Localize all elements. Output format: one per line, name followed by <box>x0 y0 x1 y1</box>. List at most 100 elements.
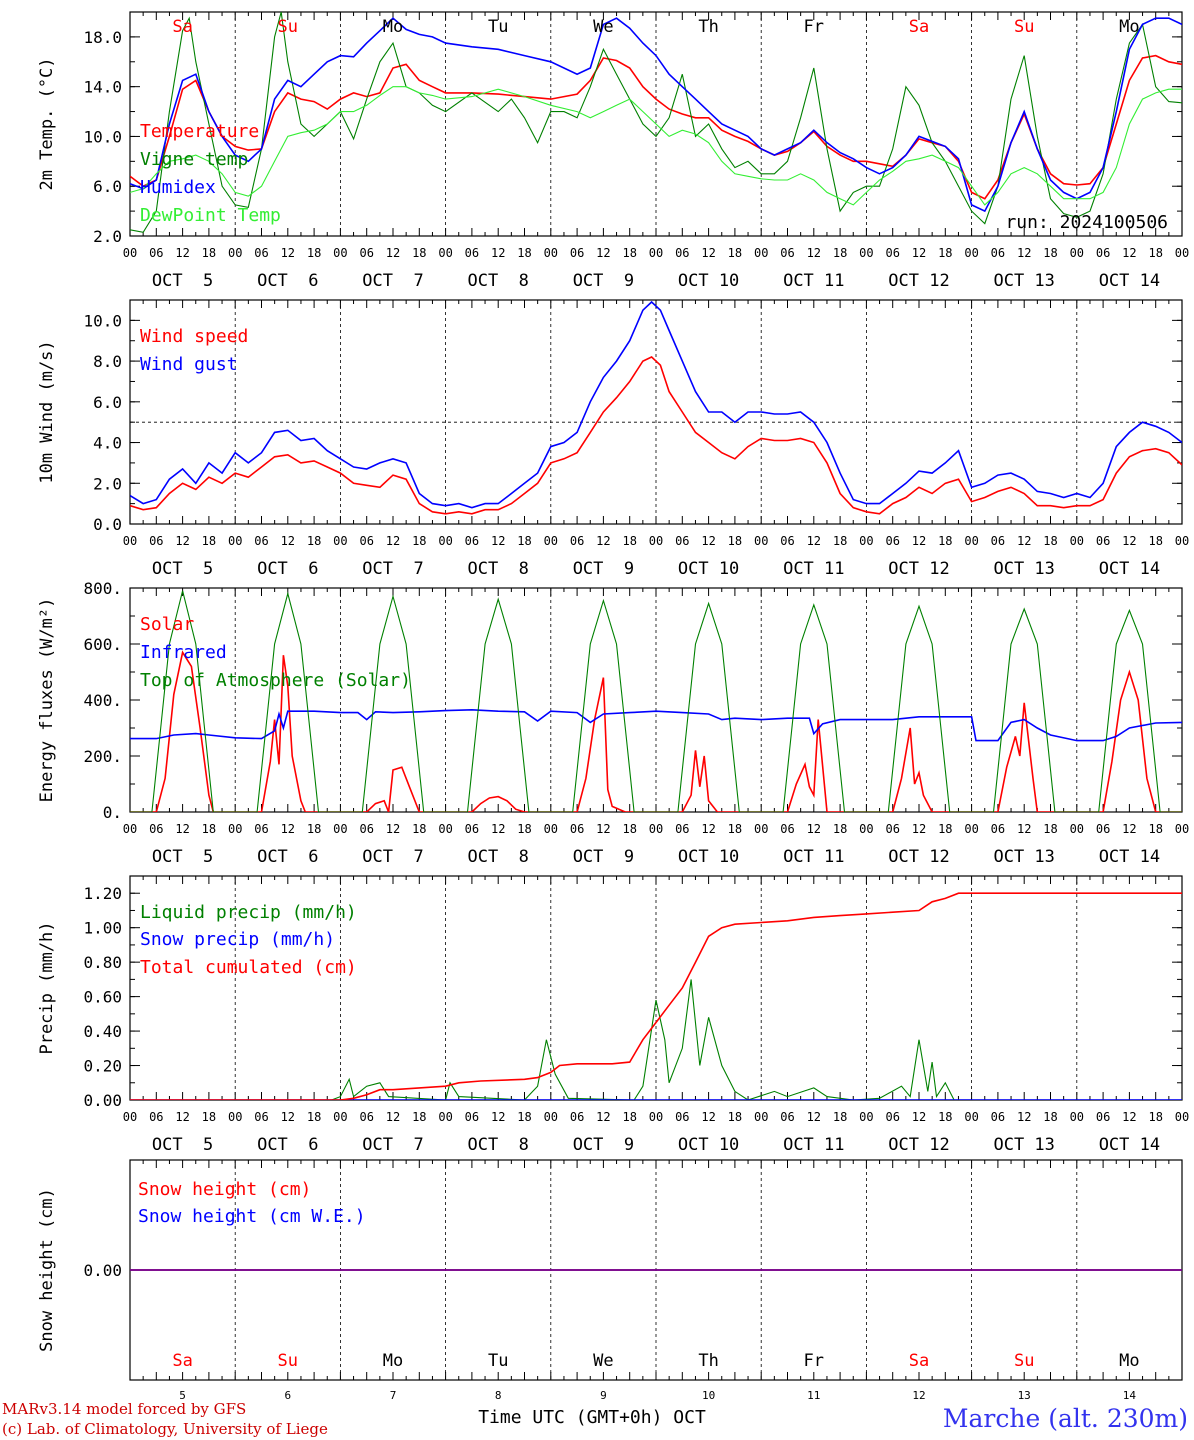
day-of-week-label: Fr <box>804 1351 824 1371</box>
hour-tick-label: 18 <box>412 534 426 548</box>
hour-tick-label: 12 <box>175 246 189 260</box>
day-of-week-label: We <box>593 1351 613 1371</box>
hour-tick-label: 00 <box>544 246 558 260</box>
legend-entry: Snow precip (mm/h) <box>140 929 335 950</box>
hour-tick-label: 12 <box>491 1110 505 1124</box>
series-line-total-cumulated-cm- <box>130 892 1182 1100</box>
hour-tick-label: 12 <box>807 246 821 260</box>
hour-tick-label: 12 <box>281 246 295 260</box>
y-axis-label: 2m Temp. (°C) <box>37 57 57 190</box>
hour-tick-label: 18 <box>1148 534 1162 548</box>
hour-tick-label: 12 <box>1017 822 1031 836</box>
y-tick-label: 0.20 <box>83 1057 122 1076</box>
date-label: OCT 7 <box>362 271 423 291</box>
day-of-week-label: Sa <box>909 1351 929 1371</box>
hour-tick-label: 06 <box>254 1110 268 1124</box>
day-number-label: 14 <box>1123 1389 1137 1402</box>
y-tick-label: 200. <box>83 747 122 766</box>
date-label: OCT 14 <box>1099 559 1160 579</box>
hour-tick-label: 06 <box>780 534 794 548</box>
y-tick-label: 2.0 <box>93 227 122 246</box>
legend-entry: Solar <box>140 614 194 635</box>
day-of-week-label: Th <box>698 1351 718 1371</box>
plot-frame <box>129 299 1183 525</box>
hour-tick-label: 12 <box>175 1110 189 1124</box>
day-of-week-label: Su <box>1014 1351 1034 1371</box>
hour-tick-label: 18 <box>412 1110 426 1124</box>
hour-tick-label: 18 <box>728 822 742 836</box>
hour-tick-label: 06 <box>780 1110 794 1124</box>
hour-tick-label: 12 <box>596 822 610 836</box>
hour-tick-label: 00 <box>544 822 558 836</box>
station-title: Marche (alt. 230m) <box>943 1404 1188 1433</box>
day-of-week-label: Su <box>278 17 298 37</box>
hour-tick-label: 00 <box>859 246 873 260</box>
date-label: OCT 10 <box>678 847 739 867</box>
hour-tick-label: 00 <box>123 1110 137 1124</box>
series-line-top-of-atmosphere-solar- <box>130 590 1182 812</box>
hour-tick-label: 06 <box>465 822 479 836</box>
hour-tick-label: 00 <box>228 534 242 548</box>
day-number-label: 9 <box>600 1389 607 1402</box>
y-tick-label: 1.00 <box>83 919 122 938</box>
hour-tick-label: 18 <box>517 1110 531 1124</box>
hour-tick-label: 00 <box>438 246 452 260</box>
date-label: OCT 12 <box>888 1135 949 1155</box>
date-label: OCT 6 <box>257 847 318 867</box>
hour-tick-label: 00 <box>1175 1110 1189 1124</box>
date-label: OCT 10 <box>678 1135 739 1155</box>
date-label: OCT 5 <box>152 1135 213 1155</box>
y-tick-label: 18.0 <box>83 28 122 47</box>
hour-tick-label: 06 <box>359 1110 373 1124</box>
series-line-humidex <box>130 17 1182 213</box>
day-of-week-label: Sa <box>909 17 929 37</box>
hour-tick-label: 06 <box>885 534 899 548</box>
date-label: OCT 8 <box>467 559 528 579</box>
y-tick-label: 1.20 <box>83 884 122 903</box>
date-label: OCT 11 <box>783 271 844 291</box>
date-label: OCT 10 <box>678 559 739 579</box>
hour-tick-label: 00 <box>1070 1110 1084 1124</box>
legend-entry: Top of Atmosphere (Solar) <box>140 670 411 691</box>
hour-tick-label: 18 <box>938 534 952 548</box>
hour-tick-label: 18 <box>1148 246 1162 260</box>
y-tick-label: 0.00 <box>83 1261 122 1280</box>
hour-tick-label: 06 <box>359 822 373 836</box>
y-tick-label: 10.0 <box>83 127 122 146</box>
day-of-week-label: Mo <box>1119 1351 1139 1371</box>
series-line-vigne-temp <box>130 12 1182 233</box>
hour-tick-label: 06 <box>149 822 163 836</box>
date-label: OCT 8 <box>467 271 528 291</box>
hour-tick-label: 12 <box>281 1110 295 1124</box>
date-label: OCT 5 <box>152 559 213 579</box>
hour-tick-label: 18 <box>1148 1110 1162 1124</box>
date-label: OCT 6 <box>257 271 318 291</box>
hour-tick-label: 12 <box>596 1110 610 1124</box>
hour-tick-label: 06 <box>359 534 373 548</box>
hour-tick-label: 00 <box>964 534 978 548</box>
panel-snow: 0.00 Snow height (cm) Snow height (cm) Snow… <box>37 1159 1183 1402</box>
hour-tick-label: 12 <box>1122 1110 1136 1124</box>
legend-entry: Wind speed <box>140 326 248 347</box>
day-number-label: 10 <box>702 1389 715 1402</box>
hour-tick-label: 12 <box>1017 246 1031 260</box>
hour-tick-label: 00 <box>333 1110 347 1124</box>
y-tick-label: 0.40 <box>83 1022 122 1041</box>
day-number-label: 8 <box>495 1389 502 1402</box>
hour-tick-label: 00 <box>228 246 242 260</box>
date-label: OCT 14 <box>1099 1135 1160 1155</box>
panel-energy: 0. 200. 400. 600. 800. Energy fluxes (W/m²) So… <box>37 579 1189 867</box>
hour-tick-label: 06 <box>254 822 268 836</box>
run-label: run: 2024100506 <box>1005 212 1168 233</box>
date-label: OCT 13 <box>993 559 1054 579</box>
hour-tick-label: 00 <box>1175 822 1189 836</box>
legend-entry: DewPoint Temp <box>140 205 281 226</box>
plot-frame <box>129 587 1183 813</box>
hour-tick-label: 06 <box>780 822 794 836</box>
hour-tick-label: 12 <box>912 246 926 260</box>
hour-tick-label: 12 <box>281 534 295 548</box>
hour-tick-label: 12 <box>1017 534 1031 548</box>
hour-tick-label: 00 <box>1175 246 1189 260</box>
hour-tick-label: 06 <box>1096 1110 1110 1124</box>
hour-tick-label: 12 <box>807 1110 821 1124</box>
